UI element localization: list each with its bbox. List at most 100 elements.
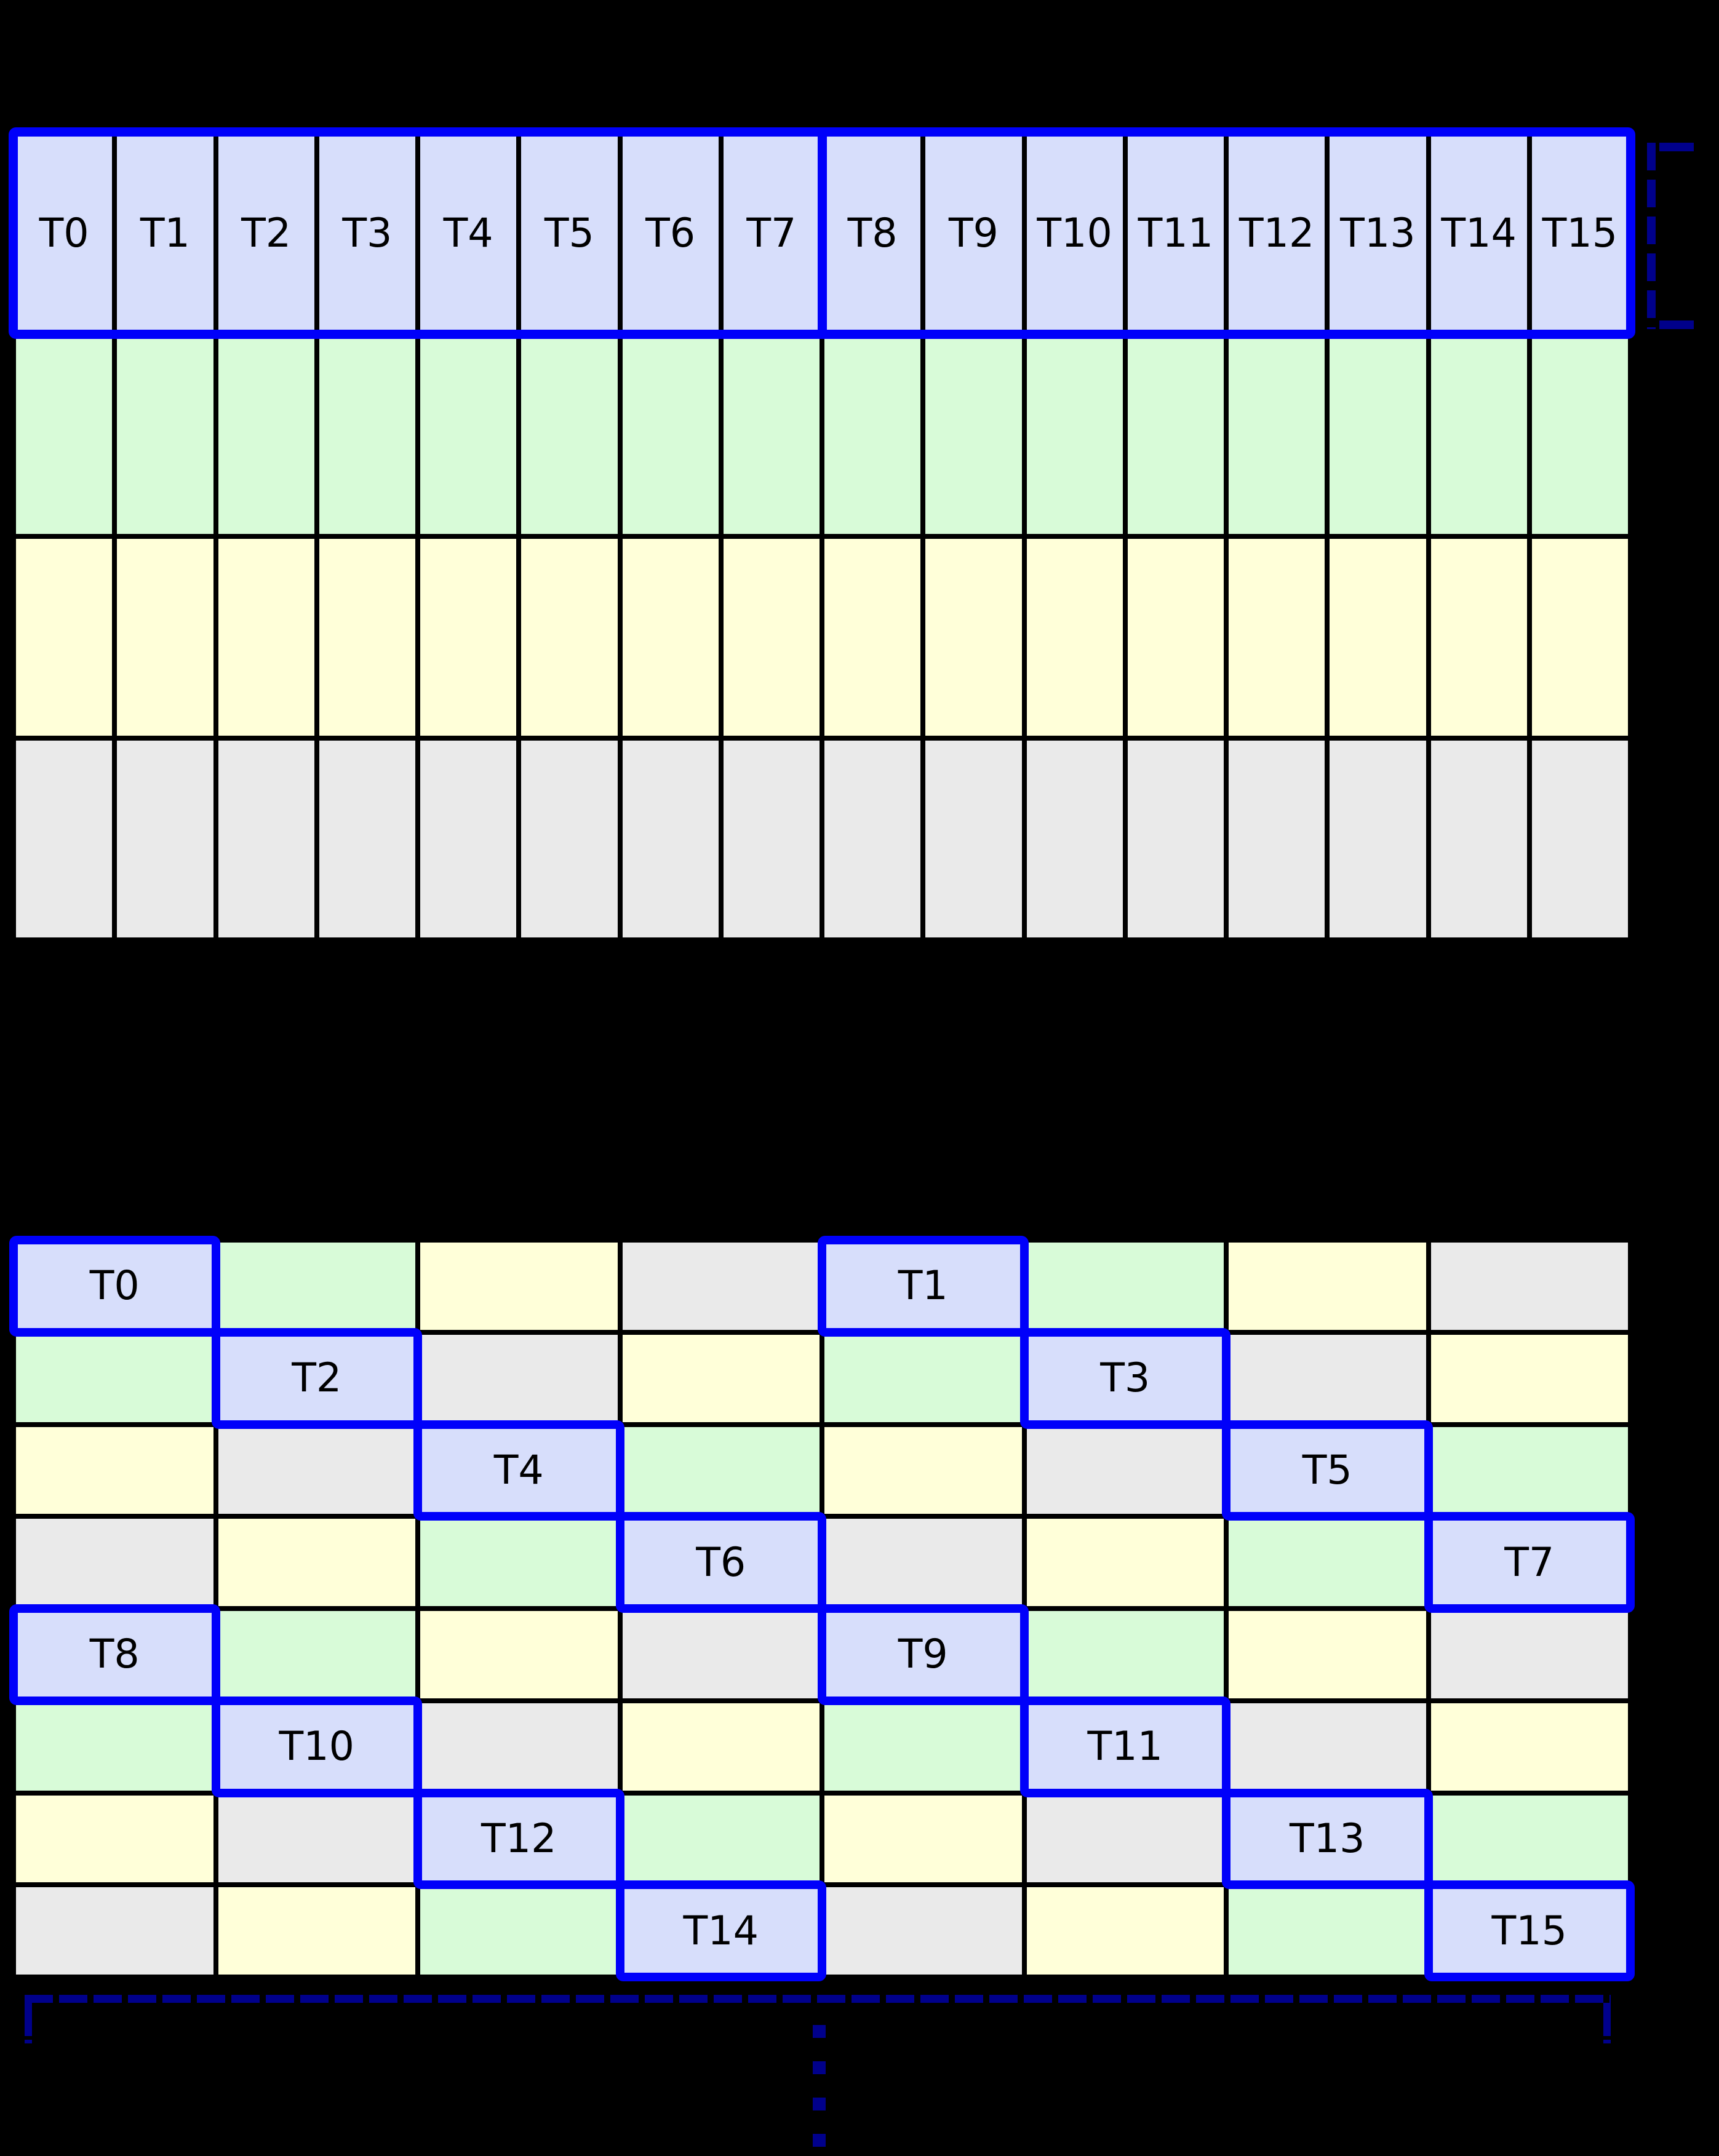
top-thread-cell: T13: [1327, 132, 1429, 335]
swizzled-thread-cell: T1: [822, 1240, 1024, 1332]
bank-cell: [720, 334, 822, 536]
thread-label: T10: [1037, 210, 1112, 257]
bracket-top-dash: [1659, 143, 1694, 151]
top-thread-cell: T14: [1428, 132, 1530, 335]
swizzled-thread-cell: T15: [1428, 1885, 1630, 1977]
bank-cell: [418, 1885, 620, 1977]
bank-cell: [1529, 334, 1630, 536]
bank-cell: [923, 334, 1024, 536]
bank-cell: [1024, 536, 1125, 738]
thread-label: T13: [1340, 210, 1416, 257]
bank-cell: [418, 1240, 620, 1332]
bank-cell: [1428, 1424, 1630, 1517]
bank-cell: [720, 738, 822, 940]
bank-cell: [620, 1609, 822, 1701]
top-thread-cell: T7: [720, 132, 822, 335]
bank-cell: [1428, 1792, 1630, 1885]
bank-cell: [1024, 334, 1125, 536]
brace-left-tick: [25, 2003, 32, 2043]
bank-cell: [1226, 1885, 1429, 1977]
swizzled-thread-cell: T14: [620, 1885, 822, 1977]
thread-label: T7: [746, 210, 797, 257]
thread-label: T5: [1302, 1447, 1352, 1494]
swizzled-thread-cell: T11: [1024, 1700, 1226, 1793]
bank-cell: [316, 738, 418, 940]
bank-cell: [620, 1792, 822, 1885]
bank-cell: [620, 1424, 822, 1517]
bank-cell: [1024, 1792, 1226, 1885]
thread-label: T9: [898, 1631, 948, 1678]
thread-label: T3: [1100, 1355, 1151, 1402]
thread-label: T1: [898, 1263, 948, 1310]
bank-cell: [14, 1424, 216, 1517]
bank-cell: [1226, 1609, 1429, 1701]
thread-label: T14: [683, 1907, 759, 1954]
bank-cell: [14, 738, 115, 940]
swizzled-thread-cell: T2: [215, 1332, 418, 1425]
top-thread-cell: T8: [822, 132, 923, 335]
bank-cell: [822, 1700, 1024, 1793]
bank-cell: [1428, 1609, 1630, 1701]
thread-label: T5: [544, 210, 594, 257]
thread-label: T3: [342, 210, 393, 257]
swizzled-thread-cell: T10: [215, 1700, 418, 1793]
bank-cell: [620, 1700, 822, 1793]
thread-label: T12: [1238, 210, 1315, 257]
bank-cell: [316, 334, 418, 536]
bank-cell: [316, 536, 418, 738]
bank-cell: [519, 738, 620, 940]
bank-cell: [822, 1792, 1024, 1885]
thread-label: T15: [1491, 1907, 1567, 1954]
bank-cell: [519, 334, 620, 536]
bank-cell: [215, 1240, 418, 1332]
bank-cell: [14, 334, 115, 536]
bank-cell: [1024, 738, 1125, 940]
bracket-bottom-dash: [1659, 320, 1694, 329]
bank-cell: [1327, 334, 1429, 536]
bank-cell: [14, 1792, 216, 1885]
bank-cell: [14, 1700, 216, 1793]
swizzled-thread-cell: T9: [822, 1609, 1024, 1701]
bank-cell: [215, 1885, 418, 1977]
swizzled-thread-cell: T12: [418, 1792, 620, 1885]
bank-cell: [14, 1885, 216, 1977]
swizzled-thread-cell: T13: [1226, 1792, 1429, 1885]
thread-label: T2: [292, 1355, 342, 1402]
bank-cell: [519, 536, 620, 738]
thread-label: T8: [847, 210, 898, 257]
bank-cell: [1226, 1332, 1429, 1425]
thread-label: T13: [1290, 1815, 1365, 1862]
bank-cell: [1226, 1700, 1429, 1793]
bank-cell: [1024, 1240, 1226, 1332]
bank-cell: [14, 536, 115, 738]
thread-label: T10: [279, 1724, 354, 1770]
bank-cell: [1529, 738, 1630, 940]
top-thread-cell: T3: [316, 132, 418, 335]
warp-split-divider: [817, 127, 827, 340]
bracket-vertical-line: [1647, 143, 1656, 329]
bank-cell: [822, 1516, 1024, 1609]
swizzled-thread-cell: T7: [1428, 1516, 1630, 1609]
brace-horizontal-line: [25, 1995, 1611, 2003]
bank-cell: [215, 334, 317, 536]
bank-cell: [418, 1332, 620, 1425]
thread-label: T9: [948, 210, 999, 257]
bank-cell: [418, 334, 519, 536]
bank-cell: [1428, 1700, 1630, 1793]
bank-cell: [822, 738, 923, 940]
bank-cell: [822, 1885, 1024, 1977]
bank-cell: [923, 738, 1024, 940]
top-thread-cell: T6: [620, 132, 721, 335]
bank-cell: [1428, 738, 1530, 940]
bank-cell: [1125, 536, 1226, 738]
bank-cell: [1428, 536, 1530, 738]
swizzled-thread-cell: T5: [1226, 1424, 1429, 1517]
swizzled-thread-cell: T6: [620, 1516, 822, 1609]
bank-cell: [1327, 738, 1429, 940]
linear-layout-table: T0 T1 T2 T3 T4 T5 T6 T7 T8 T9 T10 T11 T12 T13 T14 T15: [9, 127, 1635, 940]
bank-cell: [620, 1240, 822, 1332]
bank-cell: [1226, 536, 1328, 738]
thread-label: T14: [1441, 210, 1517, 257]
top-thread-cell: T1: [114, 132, 216, 335]
